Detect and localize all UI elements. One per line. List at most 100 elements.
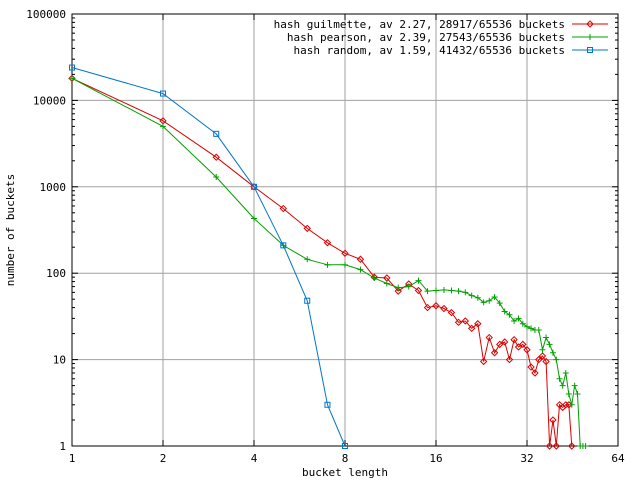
data-point [69,64,75,71]
data-point [559,382,566,389]
y-tick-label: 100000 [26,8,66,21]
data-point [479,357,488,366]
data-point [342,443,348,449]
data-point [448,287,455,294]
x-tick-label: 16 [429,452,442,465]
data-point [251,215,257,222]
data-point [514,343,523,351]
data-point [496,340,504,349]
data-point [480,299,487,306]
data-point [582,443,589,449]
data-point [500,338,509,346]
axis-ticks [71,13,619,447]
data-point [342,261,348,268]
data-point [515,315,522,322]
data-point [423,303,432,312]
data-point [546,341,553,348]
data-point [574,390,581,397]
series-line [71,67,346,447]
data-point [538,352,547,360]
data-point [212,153,220,161]
data-point [356,255,365,263]
data-point [510,335,518,344]
data-point [562,401,570,409]
data-point [304,256,311,263]
grid [72,14,618,446]
series-layer [68,64,589,450]
data-point [587,34,593,40]
y-tick-label: 1 [59,440,66,453]
x-tick-label: 1 [69,452,76,465]
data-point [474,294,481,301]
data-point [545,442,554,450]
data-point [440,286,447,293]
data-point [527,363,535,371]
y-tick-labels: 1 10 100 1000 10000 100000 [26,8,66,453]
data-point [524,323,530,330]
data-point [324,261,331,268]
data-point [447,308,456,317]
data-point [462,289,469,296]
data-point [539,346,546,353]
data-point [405,283,412,290]
data-point [535,327,542,334]
data-point [251,183,257,190]
data-point [519,340,527,349]
data-point [461,317,470,325]
data-point [586,20,594,28]
data-point [562,369,569,376]
data-point [160,90,166,97]
data-point [324,401,331,408]
data-point [485,333,493,342]
data-point [454,318,463,327]
data-point [69,75,75,82]
y-tick-label: 100 [46,267,66,280]
data-point [371,274,378,281]
data-point [491,294,498,301]
data-point [357,266,364,273]
x-tick-label: 32 [520,452,533,465]
legend: hash guilmette, av 2.27, 28917/65536 buc… [274,18,608,57]
x-axis-label: bucket length [302,466,388,479]
y-tick-label: 10 [53,354,66,367]
data-point [553,356,560,363]
data-point [213,173,220,180]
data-point [531,369,539,377]
data-point [415,277,422,284]
y-tick-label: 10000 [33,94,66,107]
data-point [571,382,578,389]
data-point [455,288,462,295]
data-point [468,292,475,299]
series-plus [69,75,589,449]
legend-label: hash guilmette, av 2.27, 28917/65536 buc… [274,18,565,31]
data-point [549,416,557,424]
data-point [474,320,482,328]
data-point [535,355,543,364]
y-tick-label: 1000 [40,181,67,194]
data-point [543,334,550,341]
data-point [505,355,514,364]
data-point [432,302,440,310]
data-point [565,401,573,409]
data-point [424,288,431,295]
x-tick-label: 8 [342,452,349,465]
data-point [303,224,311,233]
data-point [433,287,439,294]
data-point [523,346,531,354]
series-line [71,77,586,447]
data-point [213,130,220,137]
data-point [323,239,332,247]
data-point [511,317,518,324]
data-point [528,325,535,332]
data-point [496,300,503,307]
x-tick-label: 4 [251,452,258,465]
data-point [501,308,508,315]
series-diamond [68,74,576,450]
data-point [506,311,513,318]
data-point [552,442,561,450]
data-point [383,280,390,287]
series-line [71,77,573,447]
data-point [394,287,402,295]
data-point [68,74,76,83]
